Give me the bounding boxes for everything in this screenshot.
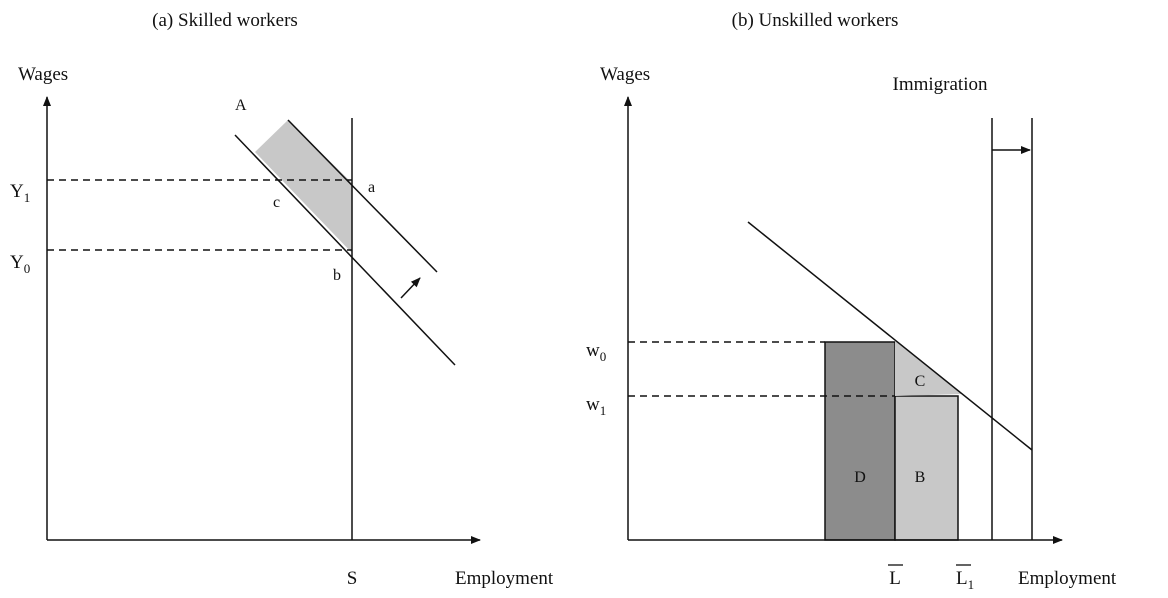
panel-title: (b) Unskilled workers	[732, 10, 899, 31]
shift-label: Immigration	[893, 74, 988, 95]
wage-label: Y1	[10, 181, 30, 205]
panel-title: (a) Skilled workers	[152, 10, 298, 31]
label-base: L	[956, 568, 968, 589]
panel-b: (b) Unskilled workers Wages Immigration …	[586, 10, 1117, 592]
x-tick-label: L	[889, 568, 901, 589]
demand-line	[234, 134, 456, 366]
label-sub: 0	[600, 349, 607, 364]
label-base: Y	[10, 181, 24, 202]
label-base: Y	[10, 252, 24, 273]
area-d	[824, 341, 896, 541]
wage-label: w1	[586, 394, 606, 418]
point-label: b	[333, 267, 341, 284]
demand-line-shifted	[287, 119, 438, 273]
label-base: w	[586, 394, 600, 415]
x-axis-label: Employment	[455, 568, 554, 589]
wage-label: Y0	[10, 252, 30, 276]
label-sub: 1	[24, 190, 31, 205]
x-tick-label: S	[347, 568, 358, 589]
x-tick-label: L1	[956, 568, 974, 592]
wage-label: w0	[586, 340, 606, 364]
label-sub: 1	[600, 403, 607, 418]
label-sub: 1	[968, 577, 975, 592]
area-b	[894, 395, 959, 541]
area-label: B	[915, 469, 926, 486]
shift-arrow	[400, 277, 421, 299]
y-axis-label: Wages	[600, 64, 650, 85]
label-sub: 0	[24, 261, 31, 276]
label-base: w	[586, 340, 600, 361]
panel-a: (a) Skilled workers Wages Y1 Y0 A a b c …	[10, 10, 554, 589]
shaded-area	[255, 120, 352, 253]
area-label: C	[915, 373, 926, 390]
curve-label: A	[235, 97, 247, 114]
demand-line	[747, 221, 1033, 451]
x-axis-label: Employment	[1018, 568, 1117, 589]
point-label: c	[273, 194, 280, 211]
y-axis-label: Wages	[18, 64, 68, 85]
area-label: D	[854, 469, 866, 486]
point-label: a	[368, 179, 375, 196]
